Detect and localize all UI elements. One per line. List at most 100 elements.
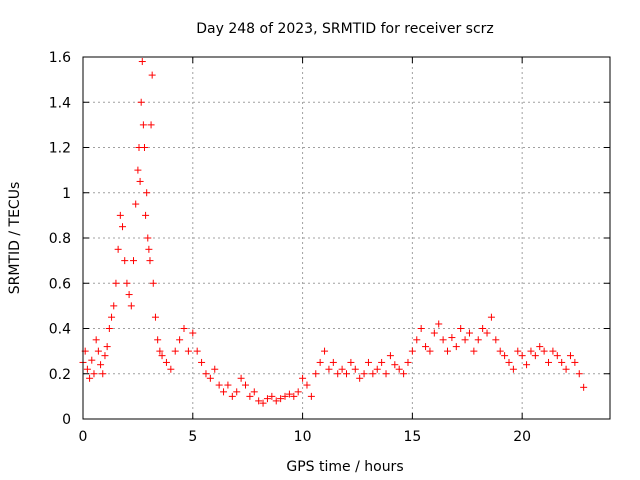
data-point <box>439 336 447 344</box>
data-point <box>123 279 131 287</box>
data-point <box>321 347 329 355</box>
data-point <box>553 352 561 360</box>
data-point <box>492 336 500 344</box>
data-point <box>149 279 157 287</box>
data-point <box>215 381 223 389</box>
data-point <box>255 397 263 405</box>
data-point <box>373 365 381 373</box>
data-point <box>329 358 337 366</box>
data-point <box>487 313 495 321</box>
y-tick-label: 1.2 <box>49 141 71 157</box>
y-tick-label: 1.4 <box>49 95 71 111</box>
y-tick-label: 0.6 <box>49 276 71 292</box>
data-point <box>290 392 298 400</box>
data-point <box>382 370 390 378</box>
data-point <box>483 329 491 337</box>
data-point <box>457 325 465 332</box>
data-point <box>158 352 166 360</box>
x-tick-label: 10 <box>294 429 312 445</box>
data-point <box>97 361 105 369</box>
data-point <box>509 365 517 373</box>
data-point <box>134 166 142 174</box>
data-point <box>105 325 113 332</box>
data-point <box>224 381 232 389</box>
data-point <box>237 374 245 382</box>
data-point <box>112 279 120 287</box>
data-point <box>154 336 162 344</box>
data-point <box>312 370 320 378</box>
data-point <box>395 365 403 373</box>
data-point <box>143 189 151 197</box>
data-point <box>180 325 188 332</box>
data-point <box>408 347 416 355</box>
data-point <box>391 361 399 369</box>
data-point <box>527 347 535 355</box>
data-point <box>531 352 539 360</box>
data-point <box>90 370 98 378</box>
data-point <box>465 329 473 337</box>
y-tick-label: 1 <box>62 186 71 202</box>
data-point <box>501 352 509 360</box>
data-point <box>316 358 324 366</box>
data-point <box>580 383 588 391</box>
data-point <box>364 358 372 366</box>
data-point <box>263 395 271 403</box>
data-point <box>151 313 159 321</box>
data-point <box>171 347 179 355</box>
data-point <box>162 358 170 366</box>
data-point <box>176 336 184 344</box>
data-point <box>369 370 377 378</box>
data-point <box>139 121 147 129</box>
data-point <box>430 329 438 337</box>
data-point <box>211 365 219 373</box>
data-point <box>92 336 100 344</box>
data-point <box>145 245 153 253</box>
y-axis-label: SRMTID / TECUs <box>7 182 23 295</box>
data-point <box>479 325 487 332</box>
data-point <box>119 223 127 231</box>
data-point <box>448 334 456 342</box>
data-point <box>285 390 293 398</box>
data-point <box>94 347 102 355</box>
data-point <box>360 370 368 378</box>
data-point <box>259 399 267 407</box>
x-tick-label: 15 <box>403 429 421 445</box>
data-point <box>386 352 394 360</box>
data-point <box>378 358 386 366</box>
data-point <box>137 98 145 106</box>
data-point <box>338 365 346 373</box>
data-point <box>404 358 412 366</box>
data-point <box>461 336 469 344</box>
data-point <box>540 347 548 355</box>
data-point <box>470 347 478 355</box>
data-point <box>351 365 359 373</box>
data-point <box>127 302 135 310</box>
data-point <box>452 343 460 351</box>
x-axis-label: GPS time / hours <box>286 459 403 475</box>
y-tick-label: 1.6 <box>49 50 71 66</box>
data-markers <box>79 58 588 407</box>
data-point <box>422 343 430 351</box>
data-point <box>562 365 570 373</box>
data-point <box>132 200 140 208</box>
data-point <box>518 352 526 360</box>
data-point <box>400 370 408 378</box>
data-point <box>417 325 425 332</box>
y-tick-label: 0 <box>62 412 71 428</box>
data-point <box>147 121 155 129</box>
data-point <box>444 347 452 355</box>
data-point <box>571 358 579 366</box>
data-point <box>103 343 111 351</box>
data-point <box>110 302 118 310</box>
data-point <box>250 388 258 396</box>
data-point <box>549 347 557 355</box>
data-point <box>435 320 443 328</box>
data-point <box>198 358 206 366</box>
data-point <box>140 144 148 151</box>
x-tick-label: 20 <box>513 429 531 445</box>
data-point <box>496 347 504 355</box>
data-point <box>272 397 280 405</box>
data-point <box>343 370 350 378</box>
data-point <box>303 381 311 389</box>
